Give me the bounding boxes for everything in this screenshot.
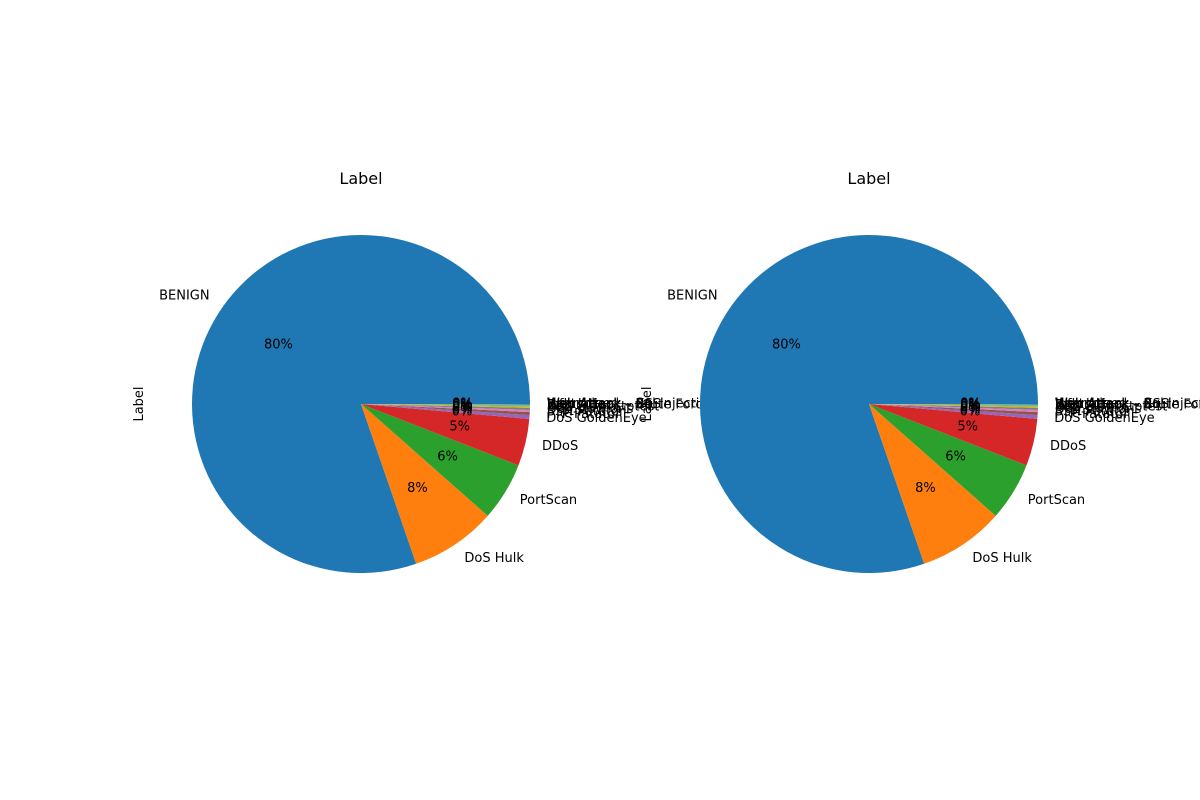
slice-dos-slowloris xyxy=(361,404,530,410)
slice-web-attack-brute-force xyxy=(361,404,531,406)
chart-title: Label xyxy=(339,169,382,188)
slice-label-portscan: PortScan xyxy=(520,493,577,508)
percent-label-dos-slowloris: 0% xyxy=(452,399,473,414)
slice-label-web-attack-xss: Web Attack – XSS xyxy=(547,397,661,412)
slice-label-dos-goldeneye: DoS GoldenEye xyxy=(546,411,646,426)
percent-label-web-attack-sql-injection: 0% xyxy=(452,397,473,412)
percent-label-ftp-patator: 0% xyxy=(960,402,981,417)
slice-ddos xyxy=(869,404,1038,466)
slice-label-benign: BENIGN xyxy=(159,289,210,304)
slice-label-ftp-patator: FTP-Patator xyxy=(1055,407,1130,422)
percent-label-ssh-patator: 0% xyxy=(960,401,981,416)
slice-label-dos-hulk: DoS Hulk xyxy=(972,551,1032,566)
slice-label-heartbleed: Heartbleed xyxy=(547,397,619,412)
percent-label-portscan: 6% xyxy=(437,449,458,464)
slice-web-attack-xss xyxy=(361,404,531,405)
percent-label-dos-slowloris: 0% xyxy=(960,399,981,414)
slice-web-attack-brute-force xyxy=(869,404,1039,406)
slice-label-portscan: PortScan xyxy=(1028,493,1085,508)
chart-title: Label xyxy=(847,169,890,188)
percent-label-ftp-patator: 0% xyxy=(452,402,473,417)
percent-label-dos-slowhttptest: 0% xyxy=(452,398,473,413)
percent-label-web-attack-xss: 0% xyxy=(452,397,473,412)
slice-label-ssh-patator: SSH-Patator xyxy=(1055,404,1133,419)
slice-benign xyxy=(192,234,530,573)
slice-dos-hulk xyxy=(869,404,996,564)
slice-label-dos-hulk: DoS Hulk xyxy=(464,551,524,566)
slice-dos-slowloris xyxy=(869,404,1038,410)
percent-label-infiltration: 0% xyxy=(452,397,473,412)
percent-label-portscan: 6% xyxy=(945,449,966,464)
slice-ssh-patator xyxy=(869,404,1038,413)
percent-label-dos-goldeneye: 0% xyxy=(960,404,981,419)
pie-chart-left: Label Label BENIGN DoS Hulk PortScan DDoS Do… xyxy=(132,169,716,573)
slice-label-web-attack-brute-force: Web Attack – Brute Force xyxy=(547,397,711,412)
percent-labels: 80%8%6%5%0%0%0%0%0%0%0%0%0%0%0% xyxy=(264,338,473,496)
pie-slices xyxy=(700,234,1039,573)
slice-portscan xyxy=(869,404,1027,516)
slice-label-web-attack-sql-injection: Web Attack – Sql Injection xyxy=(547,397,716,412)
slice-label-dos-slowloris: DoS slowloris xyxy=(547,402,634,417)
slice-ssh-patator xyxy=(361,404,530,413)
slice-dos-slowhttptest xyxy=(869,404,1038,408)
slice-portscan xyxy=(361,404,519,516)
slice-dos-slowhttptest xyxy=(361,404,530,408)
slice-label-dos-slowhttptest: DoS Slowhttptest xyxy=(1055,400,1167,415)
percent-labels: 80%8%6%5%0%0%0%0%0%0%0%0%0%0%0% xyxy=(772,338,981,496)
slice-label-benign: BENIGN xyxy=(667,289,718,304)
slice-benign xyxy=(700,234,1038,573)
y-axis-label: Label xyxy=(132,386,147,421)
slice-label-ftp-patator: FTP-Patator xyxy=(547,407,622,422)
slice-ddos xyxy=(361,404,530,466)
percent-label-benign: 80% xyxy=(772,338,801,353)
percent-label-heartbleed: 0% xyxy=(452,397,473,412)
slice-label-dos-slowloris: DoS slowloris xyxy=(1055,402,1142,417)
percent-label-dos-hulk: 8% xyxy=(407,481,428,496)
percent-label-dos-hulk: 8% xyxy=(915,481,936,496)
percent-label-web-attack-brute-force: 0% xyxy=(452,397,473,412)
percent-label-ssh-patator: 0% xyxy=(452,401,473,416)
slice-label-web-attack-sql-injection: Web Attack – Sql Injection xyxy=(1055,397,1200,412)
slice-label-infiltration: Infiltration xyxy=(547,397,614,412)
slice-label-dos-slowhttptest: DoS Slowhttptest xyxy=(547,400,659,415)
slice-label-ddos: DDoS xyxy=(1050,439,1086,454)
slice-bot xyxy=(869,404,1038,406)
slice-label-ssh-patator: SSH-Patator xyxy=(547,404,625,419)
slice-label-dos-goldeneye: DoS GoldenEye xyxy=(1054,411,1154,426)
pie-chart-right: Label Label BENIGN DoS Hulk PortScan DDoS Do… xyxy=(640,169,1200,573)
percent-label-dos-slowhttptest: 0% xyxy=(960,398,981,413)
y-axis-label: Label xyxy=(640,386,655,421)
slice-label-web-attack-brute-force: Web Attack – Brute Force xyxy=(1055,397,1200,412)
slice-dos-goldeneye xyxy=(361,404,530,419)
percent-label-web-attack-brute-force: 0% xyxy=(960,397,981,412)
percent-label-bot: 0% xyxy=(960,397,981,412)
percent-label-heartbleed: 0% xyxy=(960,397,981,412)
slice-labels: BENIGN DoS Hulk PortScan DDoS DoS GoldenEyeF… xyxy=(159,289,716,566)
percent-label-bot: 0% xyxy=(452,397,473,412)
percent-label-benign: 80% xyxy=(264,338,293,353)
pie-slices xyxy=(192,234,531,573)
slice-dos-hulk xyxy=(361,404,488,564)
slice-label-heartbleed: Heartbleed xyxy=(1055,397,1127,412)
slice-label-web-attack-xss: Web Attack – XSS xyxy=(1055,397,1169,412)
slice-label-bot: Bot xyxy=(1055,398,1077,413)
percent-label-ddos: 5% xyxy=(957,420,978,435)
percent-label-ddos: 5% xyxy=(449,420,470,435)
slice-label-infiltration: Infiltration xyxy=(1055,397,1122,412)
slice-ftp-patator xyxy=(869,404,1038,416)
slice-web-attack-xss xyxy=(869,404,1039,405)
slice-labels: BENIGN DoS Hulk PortScan DDoS DoS GoldenEyeF… xyxy=(667,289,1200,566)
slice-dos-goldeneye xyxy=(869,404,1038,419)
slice-bot xyxy=(361,404,530,406)
slice-label-ddos: DDoS xyxy=(542,439,578,454)
percent-label-web-attack-sql-injection: 0% xyxy=(960,397,981,412)
percent-label-dos-goldeneye: 0% xyxy=(452,404,473,419)
percent-label-web-attack-xss: 0% xyxy=(960,397,981,412)
percent-label-infiltration: 0% xyxy=(960,397,981,412)
slice-label-bot: Bot xyxy=(547,398,569,413)
slice-ftp-patator xyxy=(361,404,530,416)
